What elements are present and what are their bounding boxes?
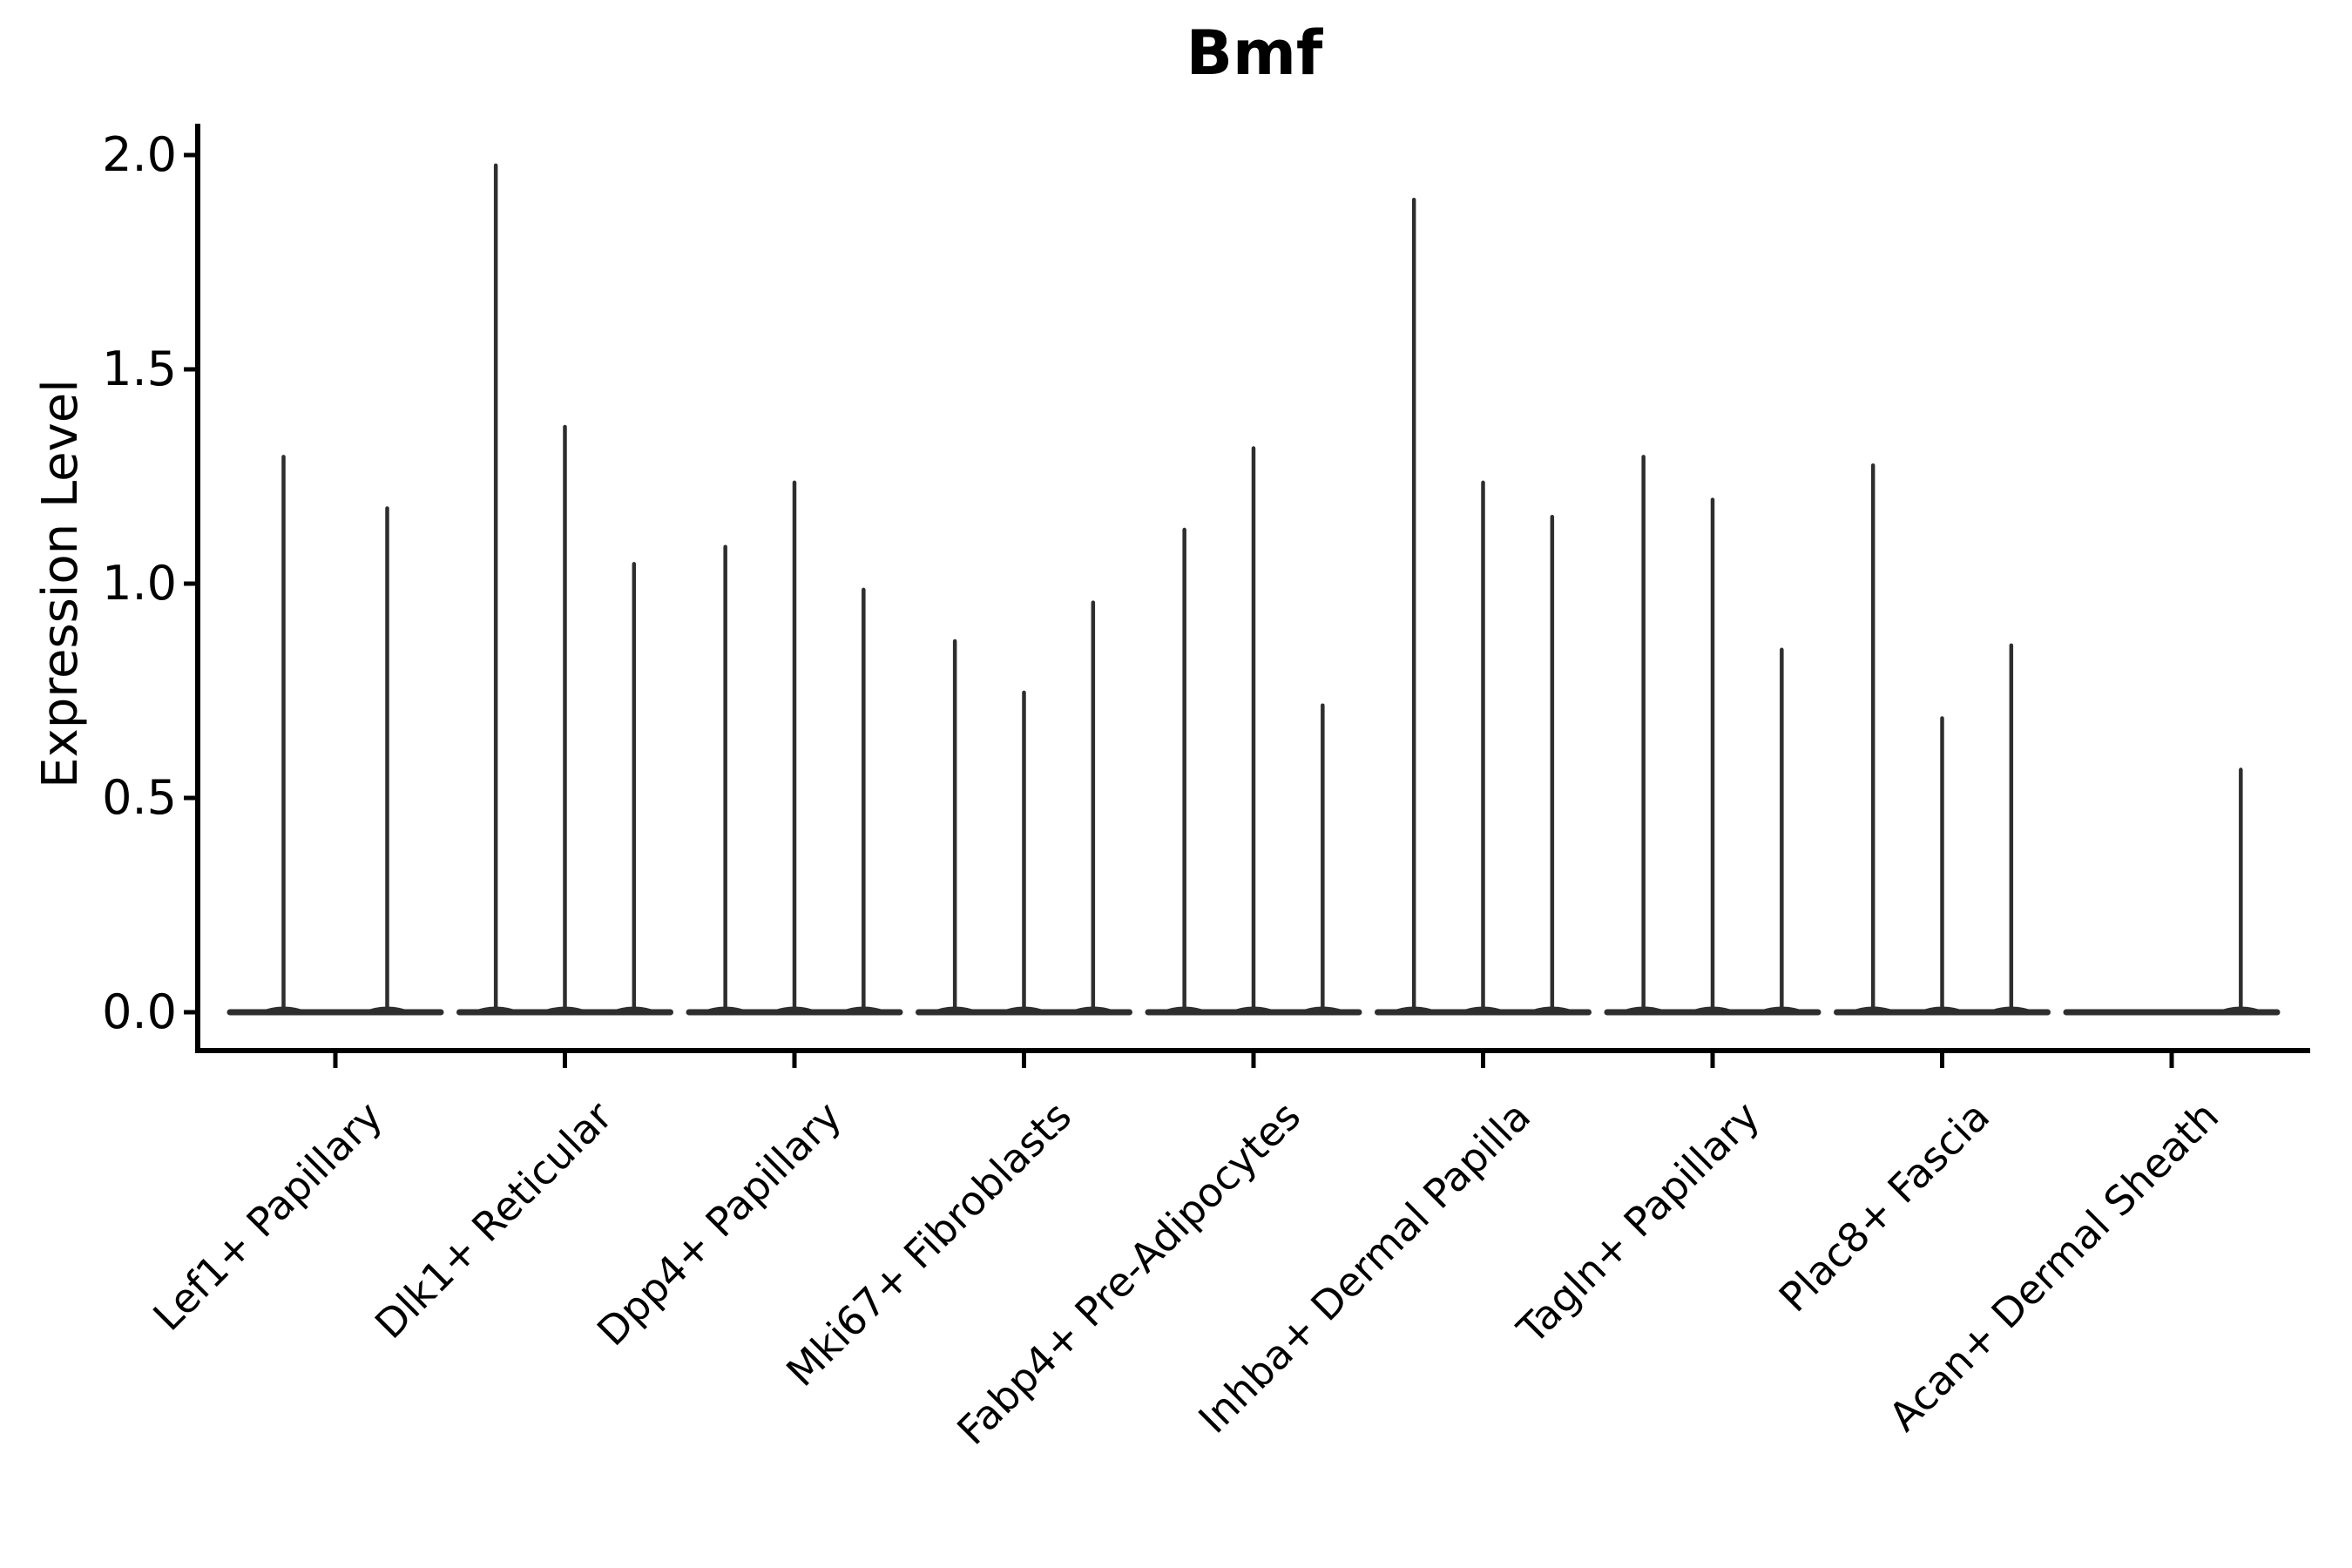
- y-tick-label: 1.5: [102, 341, 177, 396]
- y-tick-label: 0.5: [102, 770, 177, 825]
- y-tick-label: 1.0: [102, 556, 177, 611]
- y-tick-label: 2.0: [102, 127, 177, 182]
- y-tick-label: 0.0: [102, 984, 177, 1039]
- chart-title: Bmf: [1186, 17, 1323, 89]
